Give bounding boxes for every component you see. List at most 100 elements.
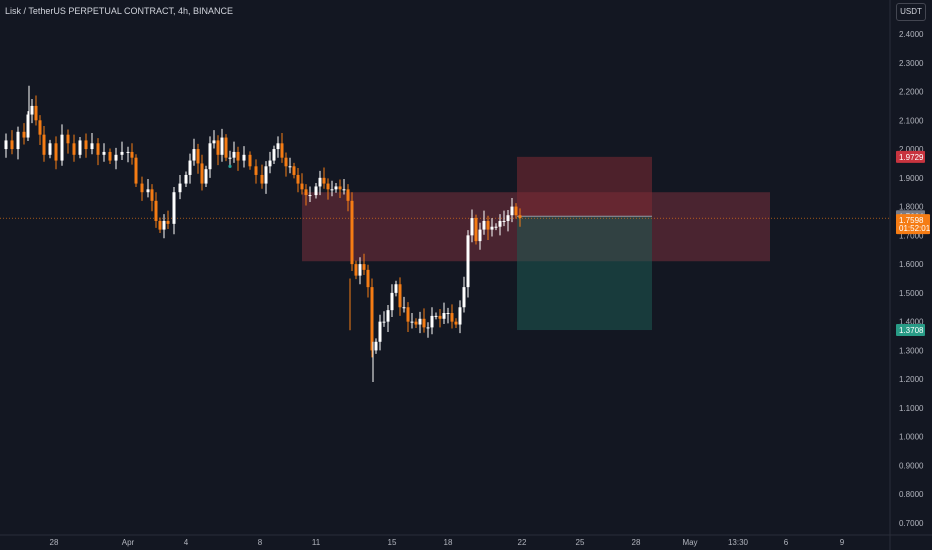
signal-dot [228,164,232,168]
candle-body [382,321,386,323]
candle-body [114,154,118,161]
candle-body [254,166,258,175]
y-tick-label: 2.1000 [899,116,924,125]
candle-body [208,143,212,170]
countdown-label: 01:52:01 [899,224,931,233]
candle-body [486,220,490,230]
candle-body [134,157,138,184]
candle-body [16,131,20,150]
candle-body [96,143,100,155]
candle-body [38,120,42,135]
candle-body [192,149,196,161]
candle-body [196,149,200,164]
candle-body [446,313,450,315]
candle-body [378,321,382,342]
candle-body [418,318,422,325]
candle-body [390,292,394,311]
candle-body [402,307,406,309]
y-tick-label: 2.4000 [899,30,924,39]
candle-body [478,229,482,242]
candle-body [450,313,454,322]
candle-body [284,157,288,167]
candle-body [426,327,430,329]
candle-body [154,200,158,221]
candle-body [514,206,518,216]
candle-body [22,131,26,138]
stop-loss-zone [517,156,652,217]
candle-body [268,160,272,167]
candle-body [482,220,486,230]
y-tick-label: 1.1000 [899,404,924,413]
y-tick-label: 2.3000 [899,59,924,68]
stop-price-tag [896,150,925,163]
take-profit-zone [517,216,652,331]
candle-body [362,264,366,270]
y-tick-label: 1.2000 [899,375,924,384]
candle-body [264,166,268,184]
candle-body [394,284,398,293]
y-tick-label: 1.6000 [899,260,924,269]
x-tick-label: 22 [518,538,527,547]
candle-body [188,160,192,175]
currency-unit-button[interactable]: USDT [896,3,926,21]
x-tick-label: 18 [444,538,453,547]
x-tick-label: 9 [840,538,845,547]
candle-body [474,218,478,242]
candle-body [10,140,14,150]
x-tick-label: Apr [122,538,135,547]
x-tick-label: 15 [388,538,397,547]
candle-body [398,284,402,308]
x-tick-label: 6 [784,538,789,547]
candle-body [422,318,426,328]
candle-body [26,114,30,138]
candle-body [454,321,458,325]
candle-body [178,183,182,193]
candle-body [220,137,224,155]
candle-body [60,134,64,161]
candle-body [288,166,292,168]
candle-body [510,206,514,216]
candle-body [242,154,246,161]
candle-body [296,174,300,184]
y-tick-label: 1.0000 [899,433,924,442]
candle-body [34,105,38,121]
candle-body [126,151,130,153]
candle-body [54,143,58,161]
candle-body [462,287,466,308]
candle-body [442,313,446,319]
candle-body [236,151,240,161]
candle-body [366,269,370,288]
candle-body [494,226,498,228]
candle-body [490,226,494,230]
candle-body [158,220,162,230]
candle-body [78,140,82,155]
x-tick-label: 4 [184,538,189,547]
candle-body [224,137,228,158]
candle-body [102,151,106,155]
candle-body [292,166,296,175]
target-price-tag-label: 1.3708 [899,326,924,335]
candle-body [304,189,308,196]
candle-body [248,154,252,167]
candle-body [204,169,208,184]
candle-body [330,189,334,191]
candle-body [72,143,76,155]
candle-body [322,177,326,184]
candle-body [84,140,88,150]
candle-body [518,215,522,219]
candle-body [30,105,34,115]
candle-body [470,218,474,236]
candle-body [146,189,150,193]
candle-body [150,189,154,201]
stop-price-tag-label: 1.9729 [899,153,924,162]
candle-body [272,149,276,161]
y-tick-label: 0.7000 [899,519,924,528]
candle-body [140,183,144,193]
x-tick-label: May [682,538,697,547]
candle-body [342,189,346,191]
candle-body [162,220,166,230]
candle-body [370,287,374,351]
candle-body [232,151,236,158]
candle-body [184,174,188,184]
